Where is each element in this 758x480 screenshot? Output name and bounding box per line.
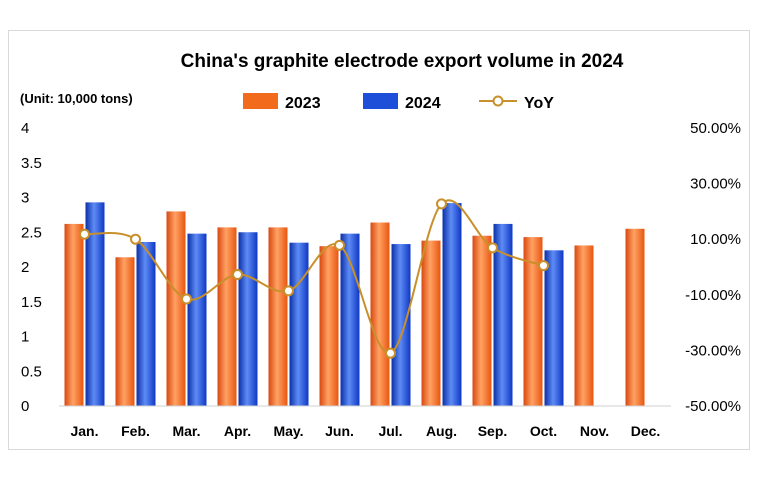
legend-marker-yoy	[492, 95, 504, 107]
left-tick-label: 3	[21, 190, 29, 207]
left-tick-label: 2.5	[21, 224, 42, 241]
yoy-series	[79, 198, 549, 359]
left-tick-label: 3.5	[21, 155, 42, 172]
yoy-point	[79, 228, 90, 240]
category-label: Sep.	[478, 423, 508, 439]
legend-label-yoy: YoY	[524, 95, 554, 112]
yoy-point	[283, 285, 294, 297]
bar-2023	[625, 228, 645, 406]
bar-2024	[289, 242, 309, 406]
legend-swatch-2023	[243, 93, 278, 109]
category-label: Apr.	[224, 423, 251, 439]
category-label: Jun.	[325, 423, 354, 439]
right-tick-label: 10.00%	[690, 231, 741, 248]
legend-swatch-2024	[363, 93, 398, 109]
bar-2023	[523, 237, 543, 406]
x-axis: Jan. Feb. Mar. Apr. May. Jun. Jul. Aug. Sep. Oct.…	[70, 423, 660, 439]
legend-label-2023: 2023	[285, 95, 321, 112]
chart: China's graphite electrode export volume…	[20, 51, 741, 439]
left-tick-label: 1.5	[21, 294, 42, 311]
chart-frame: China's graphite electrode export volume…	[8, 30, 750, 450]
bar-2023	[217, 227, 237, 406]
yoy-point	[385, 347, 396, 359]
bar-2023	[319, 246, 339, 406]
bar-2023	[421, 240, 441, 406]
left-tick-label: 2	[21, 259, 29, 276]
bar-2024	[238, 232, 258, 406]
category-label: Dec.	[631, 423, 661, 439]
bar-2024	[442, 203, 462, 406]
category-label: May.	[273, 423, 303, 439]
right-tick-label: 50.00%	[690, 120, 741, 137]
right-tick-label: 30.00%	[690, 176, 741, 193]
yoy-point	[436, 198, 447, 210]
left-tick-label: 0	[21, 398, 29, 415]
yoy-point	[232, 269, 243, 281]
category-label: Feb.	[121, 423, 150, 439]
left-tick-label: 0.5	[21, 363, 42, 380]
category-label: Mar.	[172, 423, 200, 439]
bars	[64, 202, 645, 406]
right-axis: -50.00% -30.00% -10.00% 10.00% 30.00% 50.00%	[685, 120, 741, 415]
bar-2024	[136, 241, 156, 406]
right-tick-label: -10.00%	[685, 287, 741, 304]
yoy-point	[334, 239, 345, 251]
yoy-point	[487, 242, 498, 254]
category-label: Jul.	[378, 423, 402, 439]
right-tick-label: -50.00%	[685, 398, 741, 415]
left-tick-label: 1	[21, 329, 29, 346]
unit-label: (Unit: 10,000 tons)	[20, 91, 133, 106]
bar-2024	[544, 250, 564, 406]
right-tick-label: -30.00%	[685, 342, 741, 359]
bar-2023	[115, 257, 135, 406]
category-label: Jan.	[70, 423, 98, 439]
left-tick-label: 4	[21, 120, 29, 137]
left-axis: 0 0.5 1 1.5 2 2.5 3 3.5 4	[21, 120, 42, 415]
bar-2024	[187, 233, 207, 406]
yoy-point	[538, 260, 549, 272]
bar-2023	[166, 211, 186, 406]
bar-2023	[472, 235, 492, 406]
legend-label-2024: 2024	[405, 95, 441, 112]
bar-2024	[391, 244, 411, 406]
yoy-point	[181, 293, 192, 305]
bar-2023	[370, 222, 390, 406]
bar-2023	[268, 227, 288, 406]
bar-2023	[574, 245, 594, 406]
yoy-point	[130, 233, 141, 245]
category-label: Aug.	[426, 423, 457, 439]
chart-title: China's graphite electrode export volume…	[181, 51, 624, 72]
bar-2023	[64, 223, 84, 406]
category-label: Nov.	[580, 423, 609, 439]
category-label: Oct.	[530, 423, 557, 439]
legend: 2023 2024 YoY	[243, 93, 554, 112]
bar-2024	[85, 202, 105, 406]
bar-2024	[493, 223, 513, 406]
